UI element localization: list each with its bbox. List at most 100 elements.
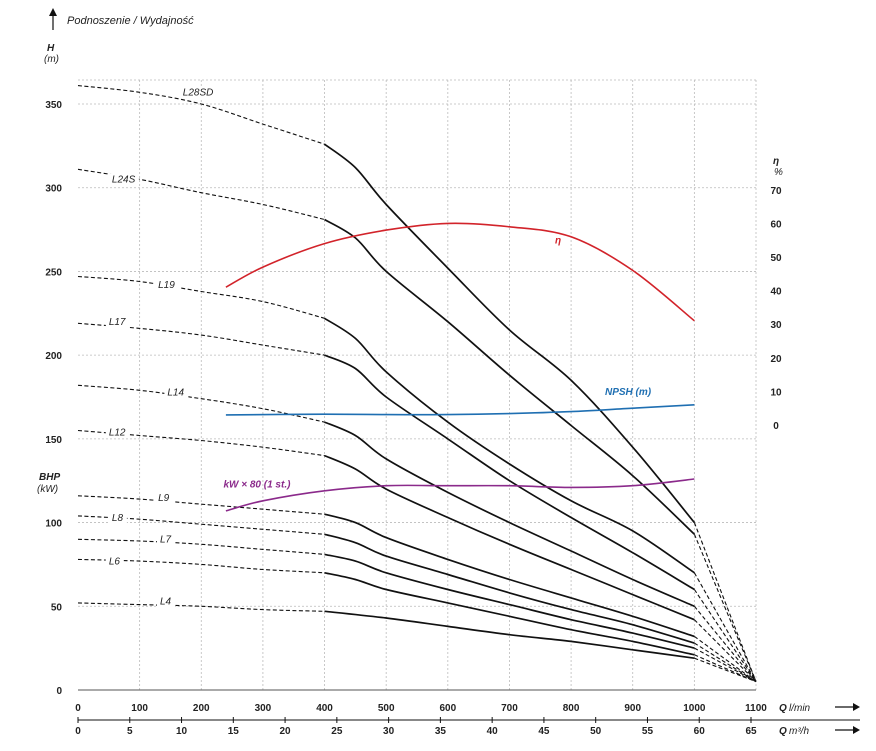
- curve-l7: [324, 553, 695, 649]
- curve-label-bg: [105, 555, 124, 568]
- curve-label-bg: [156, 595, 175, 608]
- x-axis2-tick-label: 20: [280, 726, 292, 737]
- y-tick-label: 350: [45, 100, 62, 111]
- curve-label-power: kW × 80 (1 st.): [223, 479, 291, 490]
- curve-l28sd-high: [693, 522, 757, 682]
- x-tick-label: 700: [501, 703, 518, 714]
- x-axis2-tick-label: 65: [745, 726, 757, 737]
- y-tick-label: 200: [45, 351, 62, 362]
- curve-l6-high: [694, 654, 757, 683]
- curve-label-l12: L12: [109, 428, 126, 439]
- pump-curves: [77, 85, 757, 683]
- curve-label-l8: L8: [112, 513, 124, 524]
- curve-label-bg: [155, 491, 174, 504]
- x-axis2-unit: m³/h: [789, 726, 809, 737]
- curve-l19: [324, 317, 695, 574]
- x-tick-label: 100: [131, 703, 148, 714]
- eta-tick-label: 50: [770, 253, 782, 264]
- curve-l8: [324, 533, 695, 644]
- x-tick-label: 1100: [745, 703, 767, 714]
- curve-label-bg: [164, 386, 189, 399]
- curve-label-bg: [108, 511, 127, 524]
- eta-axis-unit: %: [774, 167, 783, 178]
- x-tick-label: 400: [316, 703, 333, 714]
- curve-l14-high: [693, 605, 757, 682]
- curve-label-l4: L4: [160, 597, 172, 608]
- curve-l12-high: [694, 619, 757, 682]
- curve-l4-low: [77, 602, 325, 612]
- y-axis-unit: (m): [44, 54, 59, 65]
- bhp-axis-label: BHP: [39, 472, 60, 483]
- eta-tick-label: 30: [770, 320, 782, 331]
- x-axis2-tick-label: 60: [694, 726, 706, 737]
- y-tick-label: 250: [45, 267, 62, 278]
- curve-label-l19: L19: [158, 280, 175, 291]
- curve-l12: [324, 454, 695, 621]
- x-axis2-arrow-icon: [835, 726, 860, 734]
- curve-l14-low: [77, 384, 325, 423]
- eta-tick-label: 70: [770, 186, 782, 197]
- y-tick-label: 100: [45, 519, 62, 530]
- curve-label-npsh: NPSH (m): [605, 387, 652, 398]
- x-tick-label: 500: [378, 703, 395, 714]
- curve-label-bg: [179, 86, 216, 99]
- curve-l7-low: [77, 538, 325, 555]
- x-axis-unit: l/min: [789, 703, 811, 714]
- eta-tick-label: 10: [770, 387, 782, 398]
- y-tick-label: 150: [45, 435, 62, 446]
- curve-l14: [324, 421, 695, 608]
- curve-label-bg: [105, 316, 130, 329]
- x-axis2-tick-label: 25: [331, 726, 343, 737]
- curve-l19-low: [77, 275, 325, 319]
- curve-l28sd: [323, 143, 696, 524]
- curve-label-bg: [156, 533, 175, 546]
- curve-label-bg: [108, 173, 139, 186]
- curve-label-l24s: L24S: [112, 175, 136, 186]
- curve-label-l14: L14: [167, 387, 184, 398]
- curve-l9-low: [77, 495, 325, 515]
- curve-l17-high: [693, 589, 757, 682]
- curve-power: [225, 478, 695, 512]
- curve-labels: L28SD L24S L19 L17 L14 L12 L9 L8 L7 L6 L4 η NPSH (m)…: [105, 86, 652, 608]
- x-axis2-tick-label: 40: [487, 726, 499, 737]
- y-tick-label: 50: [51, 602, 63, 613]
- x-axis2-tick-label: 30: [383, 726, 395, 737]
- y-tick-label: 0: [56, 686, 62, 697]
- eta-tick-label: 0: [773, 421, 779, 432]
- x-axis2-tick-label: 50: [590, 726, 602, 737]
- eta-tick-label: 20: [770, 354, 782, 365]
- title-arrow-icon: [49, 8, 57, 30]
- curve-l24s: [324, 218, 695, 535]
- curve-l9: [324, 513, 695, 638]
- eta-tick-label: 60: [770, 219, 782, 230]
- eta-tick-label: 40: [770, 287, 782, 298]
- y-tick-label: 300: [45, 184, 62, 195]
- grid: [78, 79, 757, 691]
- x-tick-label: 1000: [683, 703, 706, 714]
- curve-label-bg: [155, 279, 180, 292]
- curve-label-eta: η: [555, 236, 561, 247]
- x-tick-label: 600: [439, 703, 456, 714]
- bhp-axis-unit: (kW): [37, 484, 58, 495]
- curve-npsh: [225, 404, 695, 416]
- x-axis2-tick-label: 15: [228, 726, 240, 737]
- x-axis2-tick-label: 5: [127, 726, 133, 737]
- x-axis2-tick-label: 0: [75, 726, 81, 737]
- curve-label-l28sd: L28SD: [183, 88, 214, 99]
- x-tick-label: 900: [624, 703, 641, 714]
- curve-l4: [324, 610, 695, 660]
- curve-l28sd-low: [77, 85, 325, 145]
- curve-l8-high: [694, 642, 757, 683]
- curve-l19-high: [693, 572, 757, 682]
- x-axis2-label: Q: [779, 726, 787, 737]
- curve-label-l7: L7: [160, 535, 172, 546]
- curve-l7-high: [694, 647, 757, 683]
- x-tick-label: 200: [193, 703, 210, 714]
- curve-label-l9: L9: [158, 493, 170, 504]
- x-axis-arrow-icon: [835, 703, 860, 711]
- curve-label-l6: L6: [109, 556, 121, 567]
- eta-axis-label: η: [773, 156, 779, 167]
- curve-l6: [324, 571, 695, 656]
